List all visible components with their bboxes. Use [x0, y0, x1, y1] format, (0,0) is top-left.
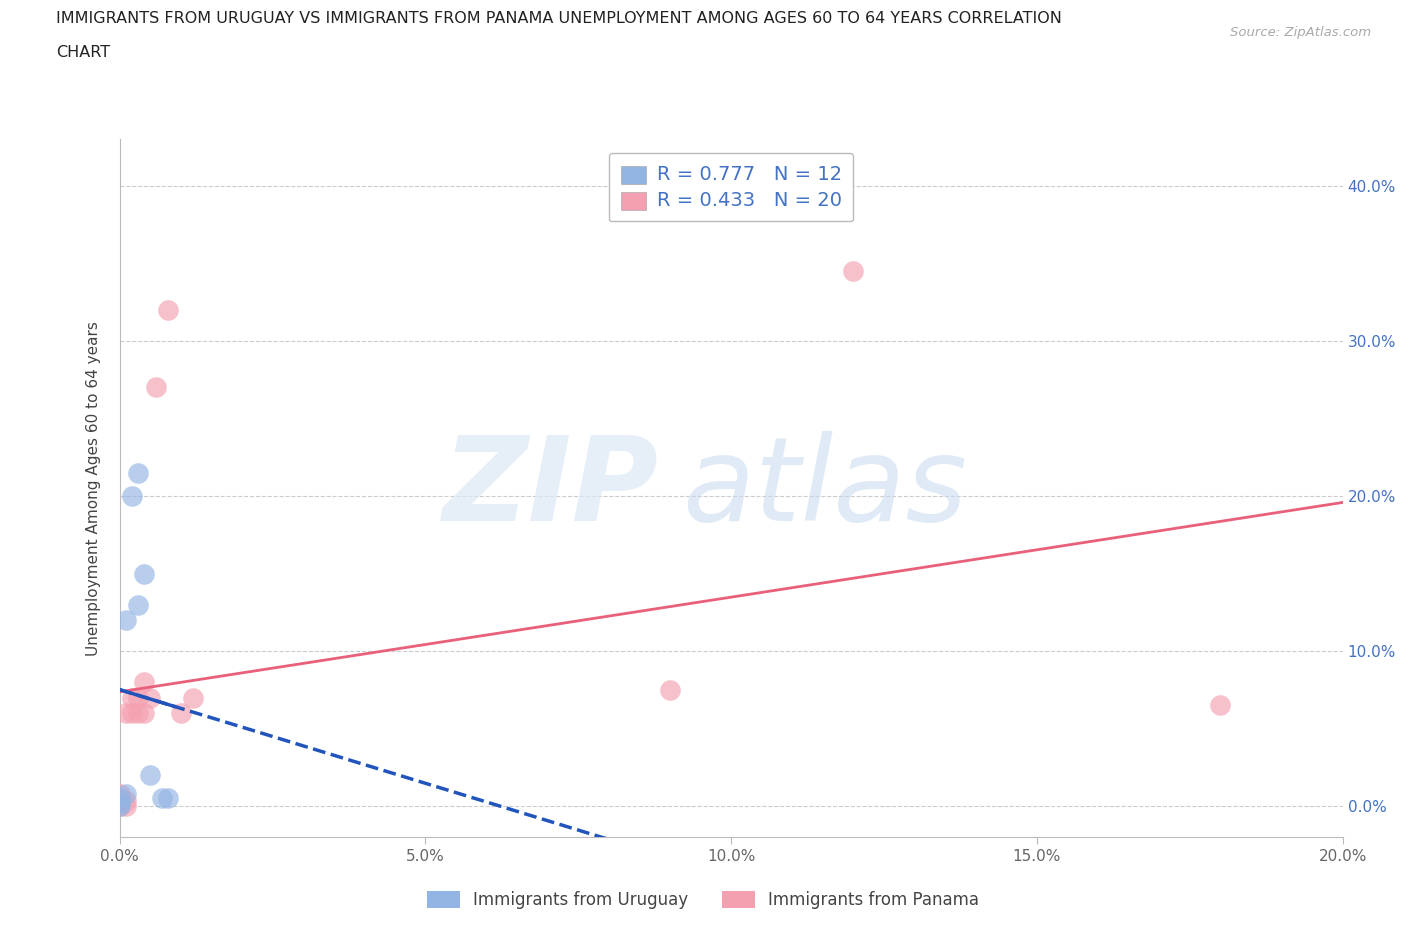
Point: [127, 706, 149, 721]
Point: [842, 264, 865, 279]
Point: [108, 790, 131, 805]
Point: [157, 790, 180, 805]
Point: [145, 380, 167, 395]
Y-axis label: Unemployment Among Ages 60 to 64 years: Unemployment Among Ages 60 to 64 years: [86, 321, 101, 656]
Point: [157, 302, 180, 317]
Point: [108, 799, 131, 814]
Point: [108, 799, 131, 814]
Point: [139, 690, 162, 705]
Point: [127, 690, 149, 705]
Point: [132, 706, 155, 721]
Text: ZIP: ZIP: [441, 431, 658, 546]
Point: [114, 794, 136, 809]
Point: [1209, 698, 1232, 712]
Point: [108, 794, 131, 809]
Point: [114, 706, 136, 721]
Text: IMMIGRANTS FROM URUGUAY VS IMMIGRANTS FROM PANAMA UNEMPLOYMENT AMONG AGES 60 TO : IMMIGRANTS FROM URUGUAY VS IMMIGRANTS FR…: [56, 11, 1062, 26]
Point: [181, 690, 204, 705]
Point: [108, 786, 131, 801]
Point: [114, 799, 136, 814]
Text: Source: ZipAtlas.com: Source: ZipAtlas.com: [1230, 26, 1371, 39]
Text: CHART: CHART: [56, 45, 110, 60]
Point: [114, 613, 136, 628]
Point: [139, 767, 162, 782]
Point: [132, 674, 155, 689]
Point: [150, 790, 173, 805]
Legend: Immigrants from Uruguay, Immigrants from Panama: Immigrants from Uruguay, Immigrants from…: [418, 883, 988, 917]
Point: [169, 706, 191, 721]
Point: [132, 566, 155, 581]
Point: [127, 597, 149, 612]
Point: [108, 795, 131, 810]
Point: [114, 786, 136, 801]
Legend: R = 0.777   N = 12, R = 0.433   N = 20: R = 0.777 N = 12, R = 0.433 N = 20: [609, 153, 853, 221]
Point: [121, 488, 143, 503]
Point: [127, 465, 149, 480]
Text: atlas: atlas: [682, 432, 967, 545]
Point: [121, 690, 143, 705]
Point: [121, 706, 143, 721]
Point: [659, 683, 682, 698]
